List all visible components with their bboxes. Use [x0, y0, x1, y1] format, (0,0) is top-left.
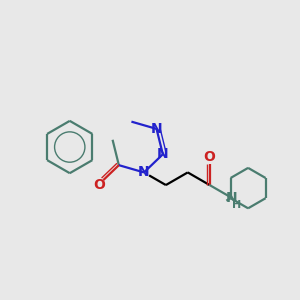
Text: N: N	[138, 165, 150, 179]
Text: O: O	[204, 150, 216, 164]
Text: N: N	[157, 147, 169, 161]
Text: N: N	[151, 122, 162, 136]
Text: O: O	[93, 178, 105, 191]
Text: N: N	[226, 191, 237, 205]
Text: H: H	[232, 200, 242, 210]
